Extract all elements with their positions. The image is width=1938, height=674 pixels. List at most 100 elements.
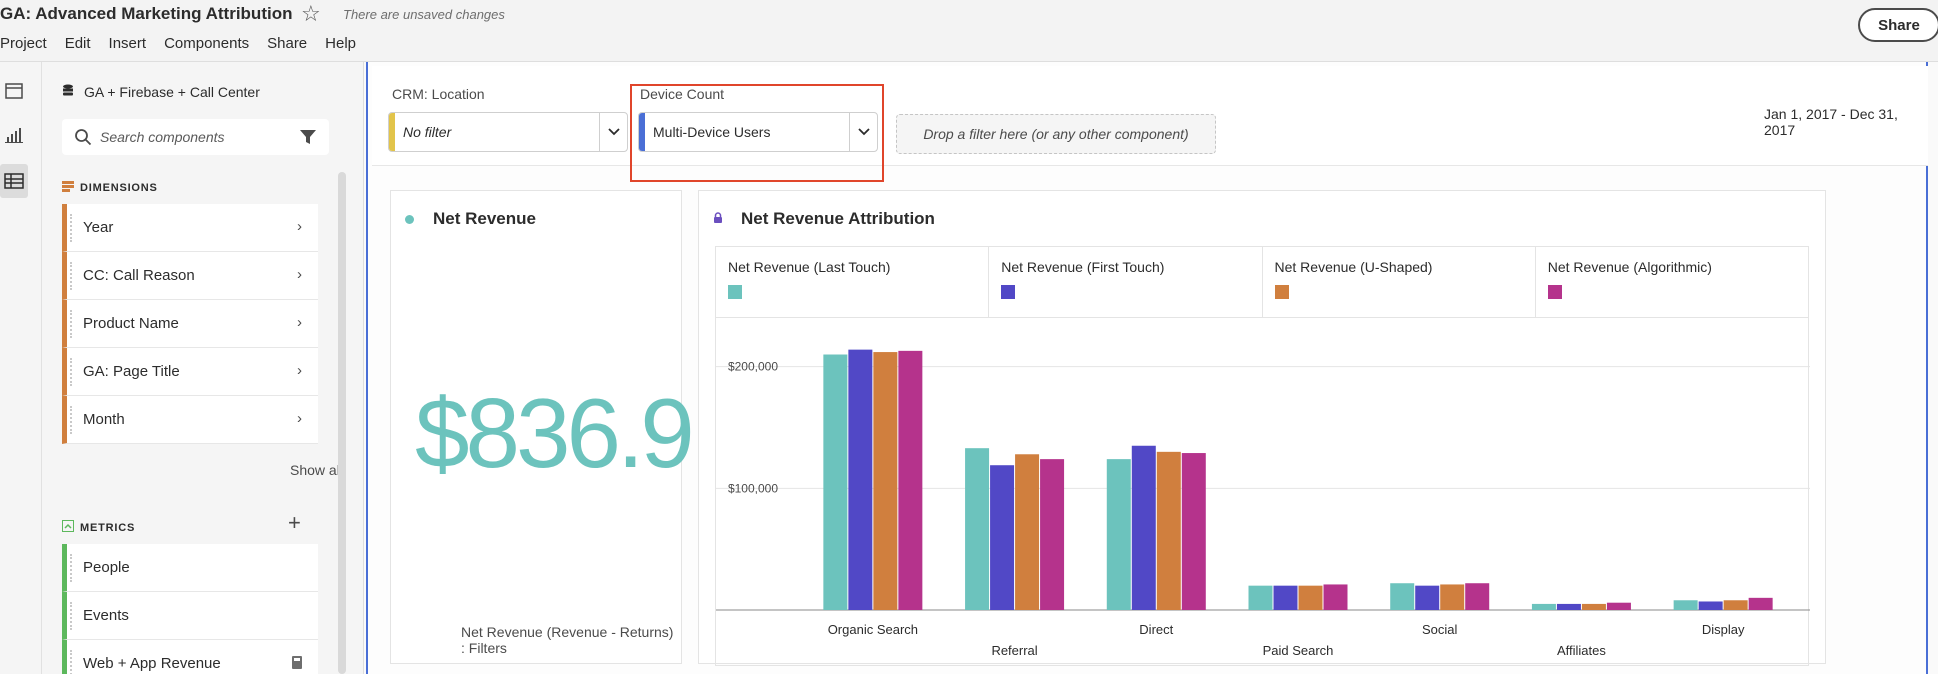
- top-bar: GA: Advanced Marketing Attribution ☆ The…: [0, 0, 1938, 62]
- metric-item[interactable]: Web + App Revenue: [62, 640, 318, 674]
- menu-project[interactable]: Project: [0, 35, 47, 52]
- bar[interactable]: [1015, 454, 1040, 610]
- metrics-icon: [62, 520, 74, 535]
- x-tick-label: Organic Search: [828, 622, 918, 637]
- bar[interactable]: [1415, 585, 1440, 610]
- chart-legend: Net Revenue (Last Touch) Net Revenue (Fi…: [715, 246, 1809, 318]
- bar[interactable]: [1156, 451, 1181, 610]
- chevron-right-icon[interactable]: ›: [297, 218, 302, 235]
- chevron-right-icon[interactable]: ›: [297, 266, 302, 283]
- dimension-item[interactable]: Product Name ›: [62, 300, 318, 348]
- menu-bar: Project Edit Insert Components Share Hel…: [0, 35, 356, 52]
- bar[interactable]: [1248, 585, 1273, 610]
- visualizations-icon[interactable]: [0, 118, 28, 152]
- dimension-item[interactable]: Month ›: [62, 396, 318, 444]
- filter-icon[interactable]: [299, 128, 317, 151]
- y-tick-label: $100,000: [728, 481, 778, 495]
- x-tick-label: Referral: [991, 643, 1037, 658]
- dimension-item[interactable]: GA: Page Title ›: [62, 348, 318, 396]
- datasource-name: GA + Firebase + Call Center: [84, 84, 260, 100]
- location-filter-dropdown[interactable]: No filter: [388, 112, 628, 152]
- bar[interactable]: [1440, 584, 1465, 610]
- bar[interactable]: [1748, 597, 1773, 610]
- bar[interactable]: [848, 349, 873, 610]
- bar[interactable]: [1723, 600, 1748, 610]
- chevron-right-icon[interactable]: ›: [297, 410, 302, 427]
- attribution-chart-card: Net Revenue Attribution Net Revenue (Las…: [698, 190, 1826, 666]
- filter-bar: CRM: Location No filter Device Count Mul…: [372, 66, 1928, 166]
- bar[interactable]: [1040, 459, 1065, 610]
- x-tick-label: Social: [1422, 622, 1458, 637]
- dimensions-icon: [62, 180, 74, 195]
- menu-insert[interactable]: Insert: [108, 35, 147, 52]
- summary-footnote: Net Revenue (Revenue - Returns) : Filter…: [461, 624, 674, 656]
- legend-item[interactable]: Net Revenue (U-Shaped): [1263, 247, 1536, 317]
- y-tick-label: $200,000: [728, 360, 778, 374]
- legend-item[interactable]: Net Revenue (Algorithmic): [1536, 247, 1808, 317]
- summary-title: Net Revenue: [433, 209, 536, 228]
- bar[interactable]: [873, 352, 898, 610]
- chevron-right-icon[interactable]: ›: [297, 314, 302, 331]
- legend-item[interactable]: Net Revenue (Last Touch): [716, 247, 990, 317]
- dimensions-list: Year › CC: Call Reason › Product Name › GA:…: [62, 204, 318, 444]
- bar[interactable]: [1273, 585, 1298, 610]
- project-title[interactable]: GA: Advanced Marketing Attribution: [0, 4, 293, 23]
- bar[interactable]: [1181, 453, 1206, 610]
- chevron-right-icon[interactable]: ›: [297, 362, 302, 379]
- components-panel: GA + Firebase + Call Center Search compo…: [42, 62, 364, 674]
- chevron-down-icon[interactable]: [599, 113, 627, 151]
- device-filter-dropdown[interactable]: Multi-Device Users: [638, 112, 878, 152]
- freeform-panel: CRM: Location No filter Device Count Mul…: [366, 62, 1928, 674]
- show-all-link[interactable]: Show all: [290, 462, 343, 478]
- dimension-item[interactable]: CC: Call Reason ›: [62, 252, 318, 300]
- share-button[interactable]: Share: [1858, 8, 1938, 42]
- menu-help[interactable]: Help: [325, 35, 357, 52]
- lock-icon: [713, 211, 723, 229]
- workspace: CRM: Location No filter Device Count Mul…: [364, 62, 1938, 674]
- menu-edit[interactable]: Edit: [64, 35, 91, 52]
- metric-item[interactable]: Events: [62, 592, 318, 640]
- x-tick-label: Paid Search: [1263, 643, 1334, 658]
- bar[interactable]: [1581, 603, 1606, 610]
- bar[interactable]: [1606, 602, 1631, 610]
- bar[interactable]: [1673, 600, 1698, 610]
- date-range[interactable]: Jan 1, 2017 - Dec 31, 2017: [1764, 106, 1898, 138]
- attribution-title: Net Revenue Attribution: [741, 209, 935, 228]
- chevron-down-icon[interactable]: [849, 113, 877, 151]
- dimension-item[interactable]: Year ›: [62, 204, 318, 252]
- star-icon[interactable]: ☆: [301, 1, 321, 26]
- menu-share[interactable]: Share: [267, 35, 308, 52]
- panel-scrollbar[interactable]: [338, 172, 346, 674]
- bar[interactable]: [1556, 603, 1581, 610]
- annotation-highlight-box: [630, 84, 884, 182]
- bar[interactable]: [898, 350, 923, 610]
- bar[interactable]: [1390, 583, 1415, 610]
- bar[interactable]: [990, 465, 1015, 610]
- components-icon[interactable]: [0, 164, 28, 198]
- filter-drop-zone[interactable]: Drop a filter here (or any other compone…: [896, 114, 1216, 154]
- bar[interactable]: [1298, 585, 1323, 610]
- database-icon: [62, 84, 74, 100]
- device-filter-label: Device Count: [640, 86, 725, 102]
- bar[interactable]: [1131, 445, 1156, 610]
- metric-item[interactable]: People: [62, 544, 318, 592]
- search-icon: [74, 128, 92, 146]
- dimensions-header: DIMENSIONS: [62, 180, 158, 195]
- bar[interactable]: [1106, 459, 1131, 610]
- bar[interactable]: [965, 448, 990, 610]
- legend-item[interactable]: Net Revenue (First Touch): [989, 247, 1263, 317]
- unsaved-status: There are unsaved changes: [343, 7, 505, 22]
- status-dot-icon: [405, 215, 414, 224]
- bar[interactable]: [1323, 584, 1348, 610]
- menu-components[interactable]: Components: [164, 35, 250, 52]
- bar[interactable]: [1465, 583, 1490, 610]
- datasource-selector[interactable]: GA + Firebase + Call Center: [62, 84, 260, 100]
- x-tick-label: Affiliates: [1557, 643, 1606, 658]
- bar[interactable]: [823, 354, 848, 611]
- search-components[interactable]: Search components: [62, 119, 329, 155]
- add-metric-icon[interactable]: +: [288, 510, 301, 535]
- panels-icon[interactable]: [0, 74, 28, 108]
- bar[interactable]: [1531, 603, 1556, 610]
- bar[interactable]: [1698, 601, 1723, 610]
- bar-chart: $100,000 $200,000 Organic Search Referral Di…: [716, 349, 1810, 658]
